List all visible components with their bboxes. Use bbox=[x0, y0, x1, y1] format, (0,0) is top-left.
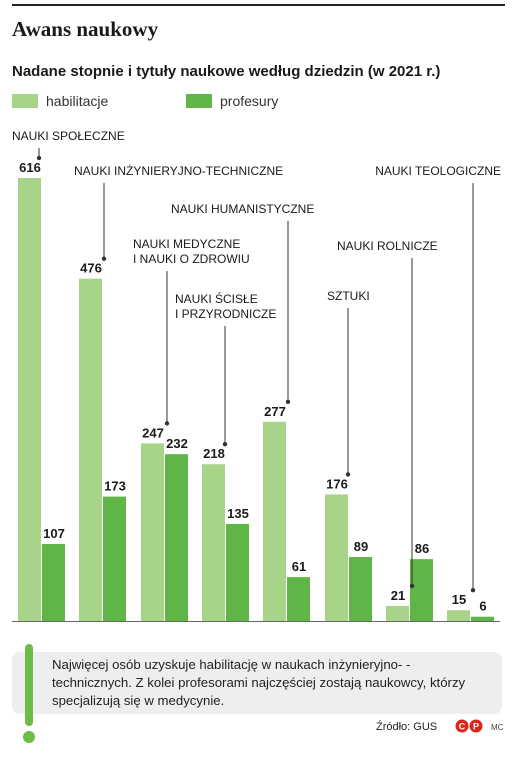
leader-dot-2 bbox=[164, 421, 170, 426]
value-label-profesury-0: 107 bbox=[43, 526, 65, 541]
legend-label-profesury: profesury bbox=[220, 93, 279, 109]
svg-text:C: C bbox=[459, 722, 466, 732]
note-text: Najwięcej osób uzyskuje habilitację w na… bbox=[52, 657, 466, 708]
leader-dot-4 bbox=[285, 399, 291, 404]
category-label-1: NAUKI INŻYNIERYJNO-TECHNICZNE bbox=[74, 164, 283, 178]
bar-profesury-5 bbox=[349, 556, 372, 621]
bar-profesury-6 bbox=[410, 559, 433, 621]
bar-habilitacje-6 bbox=[386, 605, 409, 621]
value-label-profesury-4: 61 bbox=[292, 559, 306, 574]
legend-item-profesury: profesury bbox=[186, 92, 278, 110]
value-label-profesury-3: 135 bbox=[227, 506, 249, 521]
category-label-4: NAUKI HUMANISTYCZNE bbox=[171, 202, 314, 216]
leader-dot-3 bbox=[222, 442, 228, 447]
legend-swatch-habilitacje bbox=[12, 94, 38, 108]
value-label-habilitacje-6: 21 bbox=[391, 588, 405, 603]
leader-dot-0 bbox=[36, 155, 42, 161]
bar-profesury-3 bbox=[226, 523, 249, 621]
top-rule bbox=[12, 4, 505, 6]
chart-title: Awans naukowy bbox=[12, 17, 159, 41]
legend-swatch-profesury bbox=[186, 94, 212, 108]
value-label-profesury-2: 232 bbox=[166, 436, 188, 451]
category-label-3: NAUKI ŚCISŁE I PRZYRODNICZE bbox=[175, 291, 276, 321]
leader-dot-1 bbox=[101, 256, 107, 261]
value-label-profesury-5: 89 bbox=[354, 539, 368, 554]
author-initials: MC bbox=[491, 723, 504, 732]
publisher-logo-icon: C P bbox=[455, 719, 483, 733]
value-label-profesury-1: 173 bbox=[104, 479, 126, 494]
category-label-6: NAUKI ROLNICZE bbox=[337, 239, 438, 253]
leader-dot-7 bbox=[470, 588, 476, 593]
chart-subtitle: Nadane stopnie i tytuły naukowe według d… bbox=[12, 63, 441, 80]
value-label-habilitacje-2: 247 bbox=[142, 425, 164, 440]
value-label-profesury-7: 6 bbox=[479, 599, 486, 614]
value-label-habilitacje-0: 616 bbox=[19, 160, 41, 175]
value-label-habilitacje-5: 176 bbox=[326, 476, 348, 491]
source-label: Źródło: GUS bbox=[376, 721, 438, 733]
value-label-habilitacje-1: 476 bbox=[80, 261, 102, 276]
note-box bbox=[12, 652, 502, 714]
bar-habilitacje-5 bbox=[325, 494, 348, 621]
bar-habilitacje-4 bbox=[263, 421, 286, 621]
leader-dot-5 bbox=[345, 472, 351, 477]
bar-habilitacje-2 bbox=[141, 443, 164, 621]
bar-habilitacje-1 bbox=[79, 278, 102, 621]
bar-profesury-4 bbox=[287, 577, 310, 621]
exclamation-icon bbox=[23, 644, 35, 743]
bar-habilitacje-7 bbox=[447, 610, 470, 621]
value-label-habilitacje-7: 15 bbox=[452, 592, 466, 607]
svg-text:P: P bbox=[473, 722, 479, 732]
value-label-habilitacje-3: 218 bbox=[203, 446, 225, 461]
legend-label-habilitacje: habilitacje bbox=[46, 93, 109, 109]
category-label-2: NAUKI MEDYCZNE I NAUKI O ZDROWIU bbox=[133, 237, 250, 266]
legend-item-habilitacje: habilitacje bbox=[12, 92, 108, 110]
bar-profesury-7 bbox=[471, 616, 494, 621]
bar-profesury-0 bbox=[42, 544, 65, 621]
bar-profesury-1 bbox=[103, 496, 126, 621]
leader-dot-6 bbox=[409, 583, 415, 589]
bar-habilitacje-0 bbox=[18, 178, 41, 621]
bar-profesury-2 bbox=[165, 454, 188, 621]
category-label-5: SZTUKI bbox=[327, 289, 370, 303]
category-label-0: NAUKI SPOŁECZNE bbox=[12, 129, 125, 143]
category-label-7: NAUKI TEOLOGICZNE bbox=[375, 164, 501, 178]
value-label-habilitacje-4: 277 bbox=[264, 404, 286, 419]
bar-chart: 616 476 247 218 277 176 21 15 107 173 232 135 61 89 86… bbox=[12, 129, 501, 622]
bar-habilitacje-3 bbox=[202, 464, 225, 621]
value-label-profesury-6: 86 bbox=[415, 541, 429, 556]
